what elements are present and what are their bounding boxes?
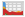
Line: ETH: ETH bbox=[4, 10, 22, 15]
EOS bbox=[3, 3, 4, 4]
Line: DOGE: DOGE bbox=[4, 11, 22, 15]
Line: BTC: BTC bbox=[4, 8, 22, 15]
Line: EOS: EOS bbox=[4, 3, 22, 15]
